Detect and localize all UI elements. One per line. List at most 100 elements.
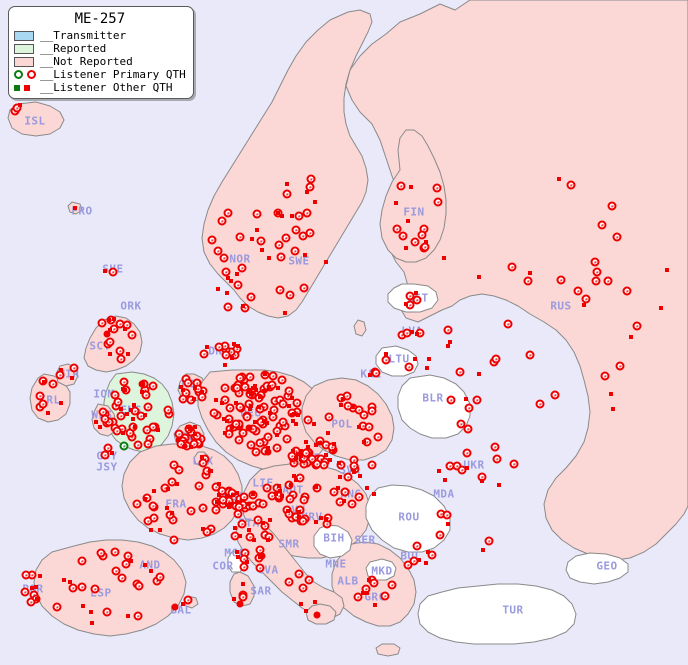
- listener-primary-qth-marker: [484, 536, 494, 546]
- listener-other-qth-marker: [318, 441, 322, 445]
- listener-other-qth-marker: [249, 392, 253, 396]
- listener-other-qth-icon: [24, 84, 30, 91]
- listener-other-qth-marker: [229, 279, 233, 283]
- listener-other-qth-marker: [112, 317, 116, 321]
- listener-primary-qth-marker: [240, 303, 250, 313]
- listener-primary-qth-marker: [237, 519, 247, 529]
- listener-other-qth-marker: [251, 492, 255, 496]
- listener-primary-qth-marker: [238, 428, 248, 438]
- listener-other-qth-marker: [152, 489, 156, 493]
- legend-row: __Not Reported: [14, 55, 186, 68]
- listener-other-qth-marker: [314, 520, 318, 524]
- listener-other-qth-marker: [188, 427, 192, 431]
- listener-other-qth-marker: [365, 591, 369, 595]
- listener-primary-qth-marker: [278, 399, 288, 409]
- listener-other-qth-marker: [336, 486, 340, 490]
- listener-primary-qth-marker: [294, 569, 304, 579]
- map-legend: ME-257 __Transmitter __Reported __Not Repo…: [8, 6, 194, 99]
- country-blr: [397, 374, 471, 439]
- listener-other-qth-marker: [372, 492, 376, 496]
- listener-other-qth-marker: [179, 385, 183, 389]
- listener-other-qth-marker: [181, 388, 185, 392]
- listener-primary-qth-marker: [235, 402, 245, 412]
- listener-qth-icon: [27, 70, 36, 79]
- listener-primary-qth-marker: [116, 354, 126, 364]
- listener-other-qth-marker: [582, 303, 586, 307]
- listener-other-qth-marker: [338, 475, 342, 479]
- listener-other-qth-marker: [255, 228, 259, 232]
- listener-primary-qth-marker: [396, 181, 406, 191]
- listener-primary-qth-marker: [242, 412, 252, 422]
- listener-primary-qth-marker: [284, 386, 294, 396]
- listener-other-qth-marker: [18, 103, 22, 107]
- listener-other-qth-marker: [299, 450, 303, 454]
- listener-primary-qth-marker: [171, 603, 179, 611]
- country-nor-swe: [201, 9, 373, 319]
- listener-other-qth-marker: [297, 510, 301, 514]
- listener-primary-qth-marker: [268, 371, 278, 381]
- listener-other-qth-marker: [414, 291, 418, 295]
- listener-other-qth-marker: [365, 486, 369, 490]
- listener-other-qth-marker: [609, 392, 613, 396]
- listener-primary-qth-marker: [12, 103, 22, 113]
- listener-other-qth-marker: [133, 425, 137, 429]
- listener-primary-qth-marker: [238, 592, 248, 602]
- listener-primary-qth-marker: [121, 559, 131, 569]
- listener-other-qth-marker: [156, 428, 160, 432]
- country-geo: [565, 552, 629, 585]
- listener-other-qth-marker: [254, 388, 258, 392]
- listener-other-qth-marker: [166, 487, 170, 491]
- listener-other-qth-marker: [406, 219, 410, 223]
- listener-other-qth-marker: [232, 342, 236, 346]
- listener-other-qth-marker: [415, 332, 419, 336]
- listener-other-qth-marker: [260, 248, 264, 252]
- listener-other-qth-marker: [285, 182, 289, 186]
- listener-primary-qth-marker: [607, 201, 617, 211]
- listener-primary-qth-marker: [207, 235, 217, 245]
- listener-other-qth-marker: [129, 408, 133, 412]
- listener-primary-qth-marker: [198, 458, 208, 468]
- listener-other-qth-marker: [227, 505, 231, 509]
- listener-primary-qth-marker: [457, 465, 467, 475]
- listener-primary-qth-marker: [304, 575, 314, 585]
- listener-other-qth-marker: [342, 499, 346, 503]
- listener-other-qth-marker: [267, 256, 271, 260]
- listener-other-qth-marker: [424, 561, 428, 565]
- listener-primary-qth-marker: [100, 450, 110, 460]
- listener-other-qth-marker: [404, 302, 408, 306]
- legend-label: __Not Reported: [40, 54, 133, 68]
- listener-other-qth-marker: [216, 287, 220, 291]
- legend-title: ME-257: [74, 11, 126, 27]
- listener-other-qth-marker: [277, 484, 281, 488]
- listener-other-qth-marker: [208, 469, 212, 473]
- listener-primary-qth-marker: [116, 411, 126, 421]
- listener-other-qth-marker: [286, 509, 290, 513]
- listener-other-qth-marker: [341, 397, 345, 401]
- listener-primary-qth-marker: [108, 267, 118, 277]
- listener-other-qth-marker: [235, 500, 239, 504]
- country-isl: [7, 101, 65, 137]
- listener-other-qth-marker: [384, 352, 388, 356]
- listener-other-qth-marker: [294, 478, 298, 482]
- listener-primary-qth-marker: [507, 262, 517, 272]
- listener-primary-qth-marker: [556, 275, 566, 285]
- listener-primary-qth-marker: [491, 354, 501, 364]
- listener-primary-qth-marker: [299, 283, 309, 293]
- listener-primary-qth-marker: [223, 208, 233, 218]
- legend-row: __Transmitter: [14, 29, 186, 42]
- listener-primary-qth-marker: [509, 459, 519, 469]
- listener-primary-qth-marker: [186, 506, 196, 516]
- listener-primary-qth-marker: [463, 424, 473, 434]
- listener-other-qth-marker: [253, 420, 257, 424]
- listener-other-qth-marker: [226, 276, 230, 280]
- listener-primary-qth-marker: [217, 216, 227, 226]
- listener-other-qth-marker: [228, 502, 232, 506]
- listener-other-qth-marker: [90, 621, 94, 625]
- listener-primary-qth-marker: [115, 319, 125, 329]
- listener-primary-qth-marker: [282, 434, 292, 444]
- listener-other-qth-marker: [232, 597, 236, 601]
- listener-other-qth-marker: [217, 493, 221, 497]
- listener-other-qth-marker: [30, 586, 34, 590]
- listener-other-qth-marker: [193, 432, 197, 436]
- listener-primary-qth-marker: [252, 209, 262, 219]
